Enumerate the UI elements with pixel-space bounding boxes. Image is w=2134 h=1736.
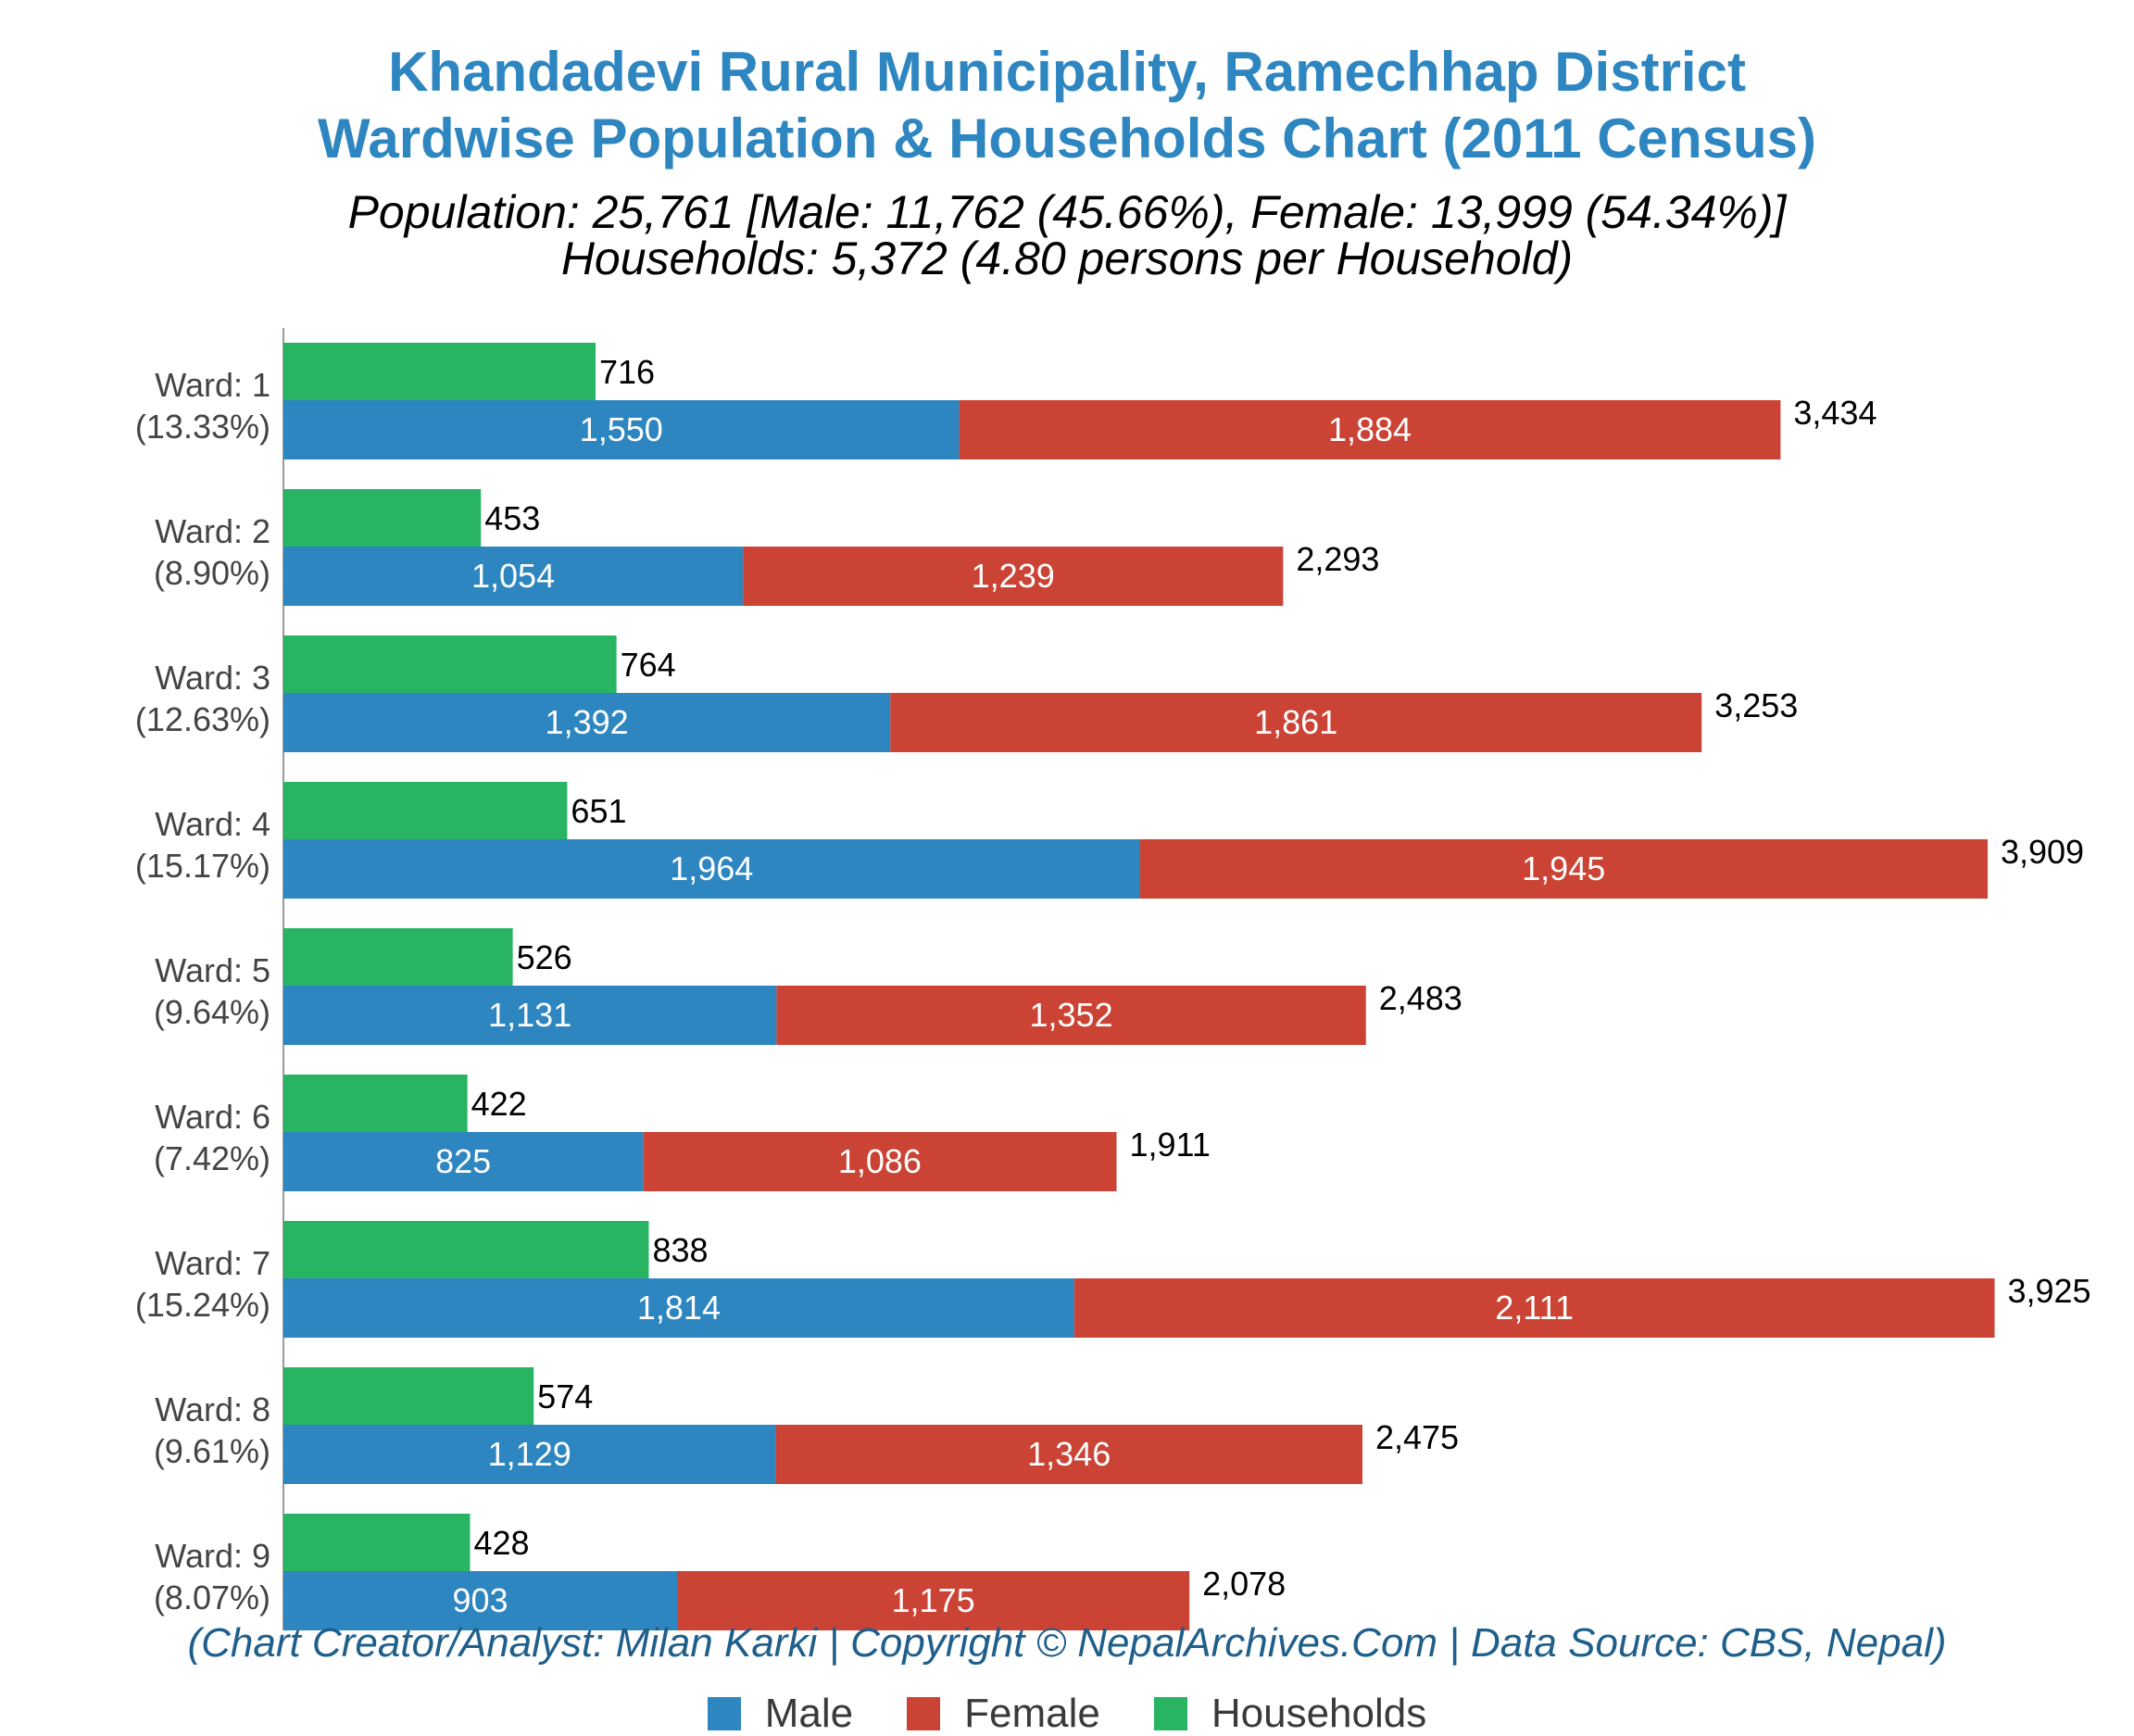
households-value-label: 526 [517, 938, 572, 976]
female-value-label: 2,111 [1495, 1289, 1574, 1327]
population-total-label: 3,253 [1714, 686, 1798, 724]
female-bar [743, 547, 1284, 606]
chart-title-line1: Khandadevi Rural Municipality, Ramechhap… [388, 41, 1746, 103]
households-value-label: 422 [471, 1085, 527, 1123]
households-bar [283, 1221, 649, 1278]
ward-label: Ward: 7 [155, 1244, 270, 1282]
female-bar [776, 986, 1366, 1045]
population-total-label: 3,434 [1793, 394, 1877, 432]
female-bar [1139, 839, 1988, 899]
male-bar [283, 400, 960, 459]
ward-share-label: (12.63%) [135, 700, 270, 738]
households-bar [283, 489, 482, 547]
households-value-label: 716 [599, 353, 655, 391]
ward-share-label: (15.17%) [135, 847, 270, 885]
households-bar [283, 928, 513, 986]
households-value-label: 764 [621, 646, 676, 684]
male-bar [283, 1278, 1074, 1338]
ward-label: Ward: 1 [155, 366, 270, 404]
male-value-label: 903 [452, 1581, 508, 1619]
ward-label: Ward: 6 [155, 1098, 270, 1136]
ward-label: Ward: 2 [155, 512, 270, 550]
female-value-label: 1,945 [1522, 849, 1605, 887]
male-bar [283, 1132, 644, 1191]
male-value-label: 1,129 [488, 1435, 571, 1473]
legend-label-male: Male [764, 1691, 854, 1736]
male-bar [283, 986, 777, 1045]
male-value-label: 1,814 [637, 1289, 721, 1327]
male-bar [283, 1571, 678, 1630]
population-total-label: 3,909 [2001, 833, 2084, 871]
female-value-label: 1,239 [972, 557, 1055, 595]
legend-item-male: Male [707, 1691, 854, 1736]
households-bar [283, 1514, 471, 1571]
ward-share-label: (7.42%) [154, 1139, 270, 1177]
ward-share-label: (9.64%) [154, 993, 270, 1031]
legend-swatch-female [907, 1697, 941, 1730]
female-bar [677, 1571, 1190, 1630]
population-total-label: 3,925 [2007, 1272, 2090, 1310]
population-total-label: 2,078 [1202, 1565, 1286, 1603]
male-value-label: 1,392 [546, 703, 629, 741]
male-value-label: 1,550 [580, 410, 663, 448]
female-value-label: 1,861 [1254, 703, 1337, 741]
female-bar [959, 400, 1781, 459]
male-bar [283, 839, 1140, 899]
households-bar [283, 1075, 468, 1132]
male-bar [283, 1425, 776, 1484]
households-bar [283, 343, 596, 400]
ward-share-label: (8.07%) [154, 1579, 270, 1616]
female-value-label: 1,346 [1027, 1435, 1111, 1473]
female-value-label: 1,175 [892, 1581, 975, 1619]
households-value-label: 651 [571, 792, 626, 830]
legend-label-households: Households [1211, 1691, 1427, 1736]
households-value-label: 453 [484, 499, 540, 537]
male-bar [283, 693, 891, 752]
population-total-label: 2,483 [1379, 979, 1462, 1017]
legend-item-households: Households [1153, 1691, 1427, 1736]
population-total-label: 1,911 [1130, 1126, 1211, 1164]
households-bar [283, 782, 568, 839]
ward-share-label: (8.90%) [154, 554, 270, 592]
households-value-label: 428 [473, 1524, 529, 1562]
female-bar [890, 693, 1702, 752]
households-bar [283, 635, 617, 693]
legend-swatch-male [707, 1697, 741, 1730]
female-bar [643, 1132, 1117, 1191]
ward-share-label: (9.61%) [154, 1432, 270, 1470]
chart-subtitle-line1: Population: 25,761 [Male: 11,762 (45.66%… [347, 186, 1787, 238]
male-value-label: 1,964 [670, 849, 753, 887]
chart-subtitle-line2: Households: 5,372 (4.80 persons per Hous… [560, 233, 1574, 284]
ward-share-label: (15.24%) [135, 1286, 270, 1324]
ward-label: Ward: 8 [155, 1390, 270, 1428]
ward-share-label: (13.33%) [135, 408, 270, 446]
female-bar [775, 1425, 1362, 1484]
female-value-label: 1,884 [1328, 410, 1412, 448]
female-value-label: 1,086 [838, 1142, 922, 1180]
male-value-label: 1,054 [471, 557, 555, 595]
households-value-label: 574 [537, 1377, 593, 1415]
legend-item-female: Female [907, 1693, 1100, 1734]
chart-credit: (Chart Creator/Analyst: Milan Karki | Co… [187, 1620, 1947, 1666]
ward-label: Ward: 5 [155, 951, 270, 989]
population-total-label: 2,293 [1296, 540, 1379, 578]
ward-label: Ward: 3 [155, 659, 270, 697]
male-bar [283, 547, 744, 606]
female-value-label: 1,352 [1030, 996, 1113, 1034]
households-value-label: 838 [652, 1231, 708, 1269]
female-bar [1073, 1278, 1995, 1338]
chart-title-line2: Wardwise Population & Households Chart (… [317, 107, 1817, 170]
ward-label: Ward: 4 [155, 805, 270, 843]
male-value-label: 825 [435, 1142, 491, 1180]
households-bar [283, 1367, 534, 1425]
legend-swatch-households [1153, 1697, 1187, 1730]
legend-label-female: Female [964, 1691, 1100, 1736]
chart-legend: Male Female Households [0, 1693, 2134, 1734]
ward-label: Ward: 9 [155, 1537, 270, 1575]
male-value-label: 1,131 [488, 996, 571, 1034]
population-total-label: 2,475 [1375, 1418, 1459, 1456]
